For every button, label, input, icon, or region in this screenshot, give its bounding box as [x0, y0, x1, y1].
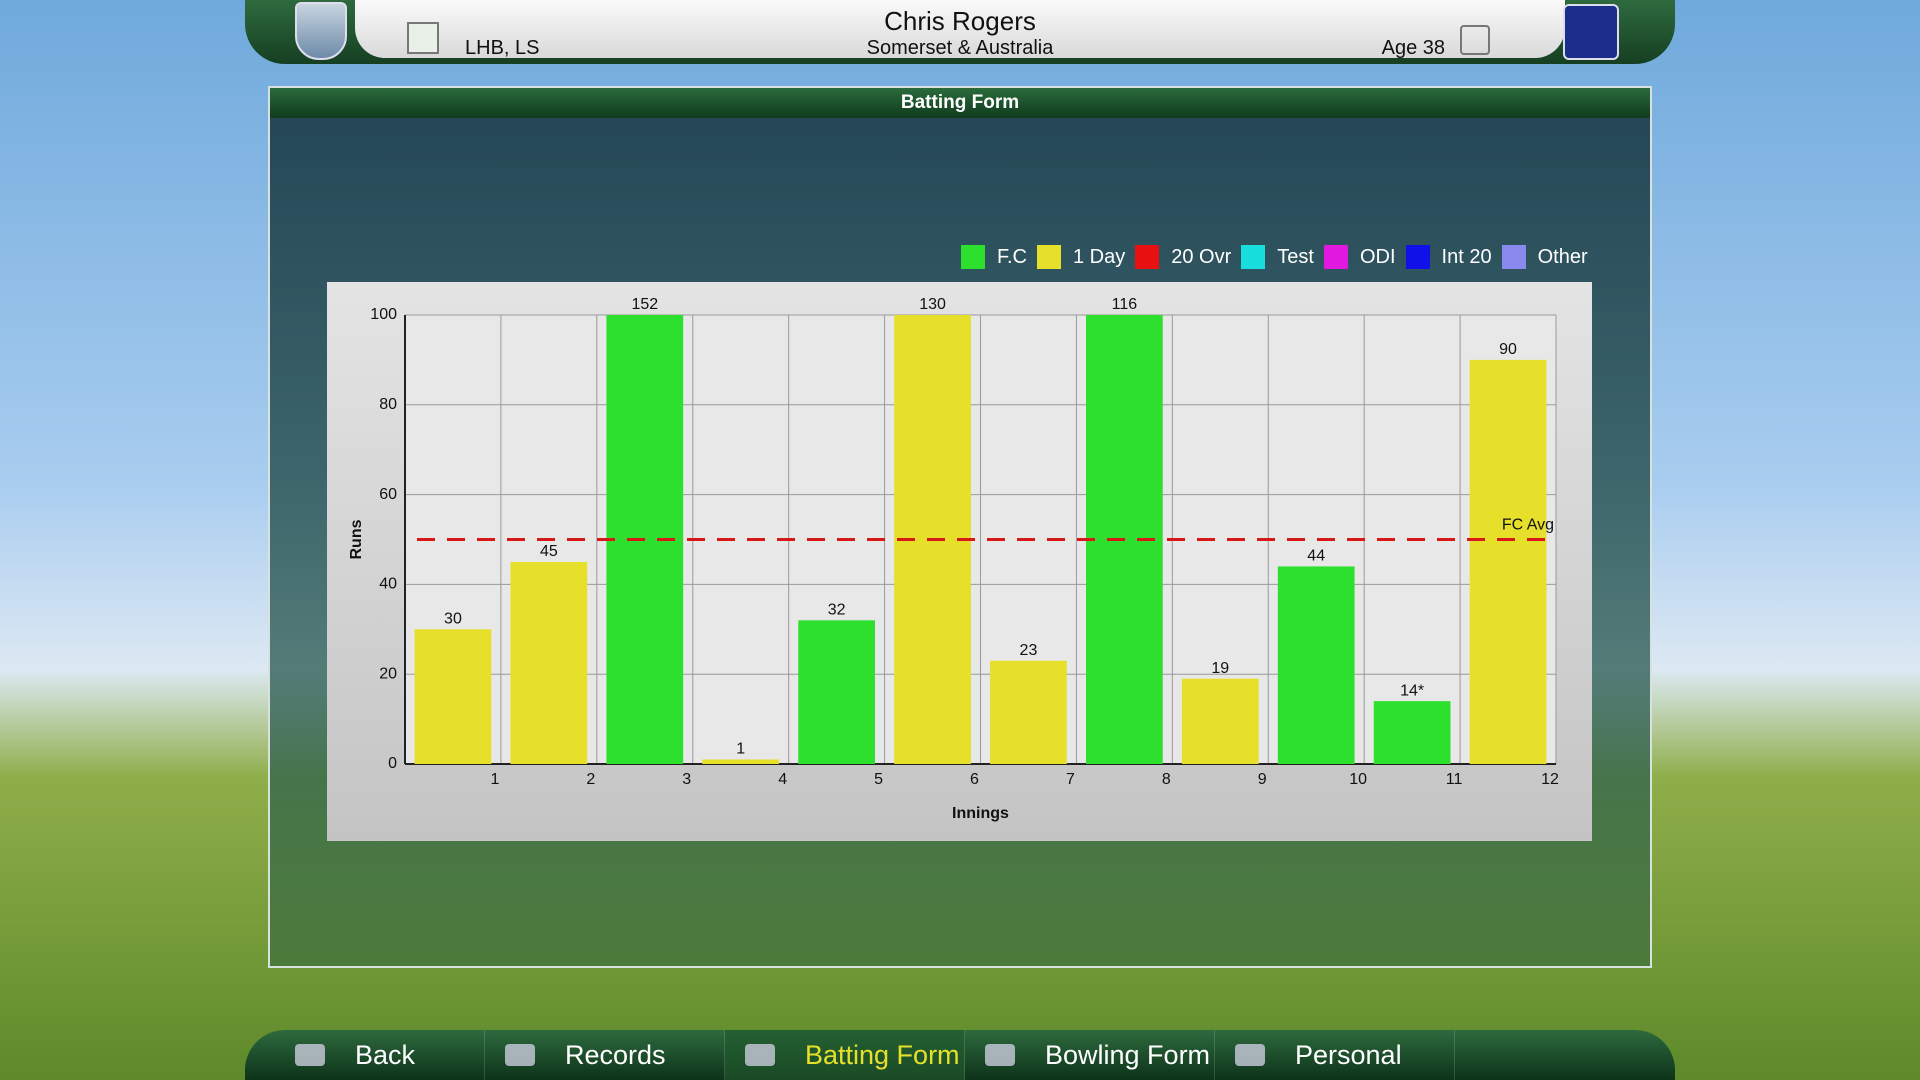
x-tick-label: 4 [778, 771, 787, 788]
bar [990, 660, 1067, 764]
player-name: Chris Rogers [884, 6, 1036, 36]
bar-value-label: 45 [540, 543, 558, 560]
x-tick-label: 11 [1446, 771, 1463, 788]
x-tick-label: 10 [1349, 771, 1367, 788]
y-tick-label: 60 [379, 486, 397, 503]
legend-swatch [961, 245, 985, 269]
header-panel: LHB, LS Chris Rogers Somerset & Australi… [355, 0, 1565, 59]
bar-value-label: 19 [1211, 660, 1229, 677]
style-icon [407, 22, 439, 54]
legend-swatch [1405, 245, 1430, 269]
nav-icon [1235, 1044, 1265, 1066]
bar [798, 620, 875, 764]
legend-label: F.C [997, 245, 1027, 268]
legend-label: 20 Ovr [1171, 245, 1232, 268]
bar [702, 759, 780, 764]
player-age: Age 38 [1381, 37, 1445, 59]
nav-label: Personal [1295, 1039, 1402, 1070]
chart-box: 0 20 40 60 80 100 1 2 3 4 5 6 7 8 9 10 11 12 152 32 116 44 14*… [327, 282, 1592, 841]
legend-label: Other [1537, 245, 1588, 268]
nav-icon [745, 1044, 775, 1066]
bar-value-label: 90 [1499, 341, 1517, 358]
x-tick-label: 5 [874, 771, 883, 788]
x-tick-label: 9 [1258, 771, 1267, 788]
reference-line-label: FC Avg [1502, 517, 1554, 534]
bar-value-label: 14* [1400, 682, 1424, 699]
bar [1086, 315, 1163, 764]
legend: F.C 1 Day 20 Ovr Test ODI Int 20 Other [961, 243, 1598, 271]
nav-label: Records [565, 1039, 666, 1070]
bar-value-label: 152 [631, 296, 658, 313]
y-axis-title: Runs [348, 519, 365, 559]
legend-label: Test [1277, 245, 1314, 268]
nav-icon [505, 1044, 535, 1066]
legend-label: Int 20 [1441, 245, 1492, 268]
bar [414, 629, 492, 764]
edit-button[interactable] [1460, 25, 1490, 55]
y-tick-label: 80 [379, 396, 397, 413]
x-tick-label: 12 [1541, 771, 1559, 788]
nav-label: Bowling Form [1045, 1039, 1211, 1070]
nav-icon [985, 1044, 1015, 1066]
x-tick-label: 6 [970, 771, 979, 788]
x-tick-label: 3 [682, 771, 691, 788]
legend-swatch [1323, 245, 1348, 269]
bar-value-label: 44 [1307, 548, 1325, 565]
nav-button[interactable]: Bowling Form [965, 1030, 1215, 1080]
nav-bar: Back Records Batting Form Bowling Form Perso… [245, 1030, 1675, 1080]
bar [1181, 678, 1259, 764]
legend-label: 1 Day [1073, 245, 1126, 268]
nav-button[interactable]: Personal [1215, 1030, 1455, 1080]
legend-swatch [1135, 245, 1160, 269]
bar-value-label: 1 [736, 741, 745, 758]
bar-value-label: 130 [919, 296, 946, 313]
y-tick-label: 100 [370, 306, 397, 323]
bar [894, 315, 971, 764]
header-bar: LHB, LS Chris Rogers Somerset & Australi… [245, 0, 1675, 64]
x-tick-label: 7 [1066, 771, 1075, 788]
legend-swatch [1037, 245, 1061, 269]
bar-value-label: 23 [1020, 642, 1038, 659]
batting-style: LHB, LS [465, 37, 540, 59]
x-tick-label: 1 [490, 771, 499, 788]
y-tick-label: 20 [379, 665, 397, 682]
nav-button[interactable]: Records [485, 1030, 725, 1080]
legend-swatch [1501, 245, 1526, 269]
y-tick-label: 40 [379, 576, 397, 593]
bar [1277, 566, 1355, 764]
nav-label: Batting Form [805, 1039, 960, 1070]
country-flag [1563, 4, 1619, 60]
x-axis-title: Innings [952, 805, 1009, 822]
club-badge [295, 2, 347, 60]
nav-button[interactable]: Batting Form [725, 1030, 965, 1080]
legend-label: ODI [1359, 245, 1396, 268]
bar-value-label: 30 [444, 611, 462, 628]
bar [1469, 359, 1547, 764]
player-team: Somerset & Australia [866, 37, 1054, 59]
bar-value-label: 32 [828, 602, 846, 619]
nav-icon [295, 1044, 325, 1066]
x-tick-label: 8 [1162, 771, 1171, 788]
nav-button[interactable]: Back [245, 1030, 485, 1080]
x-tick-label: 2 [586, 771, 595, 788]
y-tick-label: 0 [388, 755, 397, 772]
bars [414, 315, 1547, 764]
bar-value-label: 116 [1112, 296, 1138, 313]
panel-title: Batting Form [270, 88, 1650, 118]
nav-label: Back [355, 1039, 416, 1070]
bar [606, 315, 684, 764]
legend-swatch [1241, 245, 1266, 269]
bar [510, 561, 588, 764]
bar [1373, 701, 1451, 764]
